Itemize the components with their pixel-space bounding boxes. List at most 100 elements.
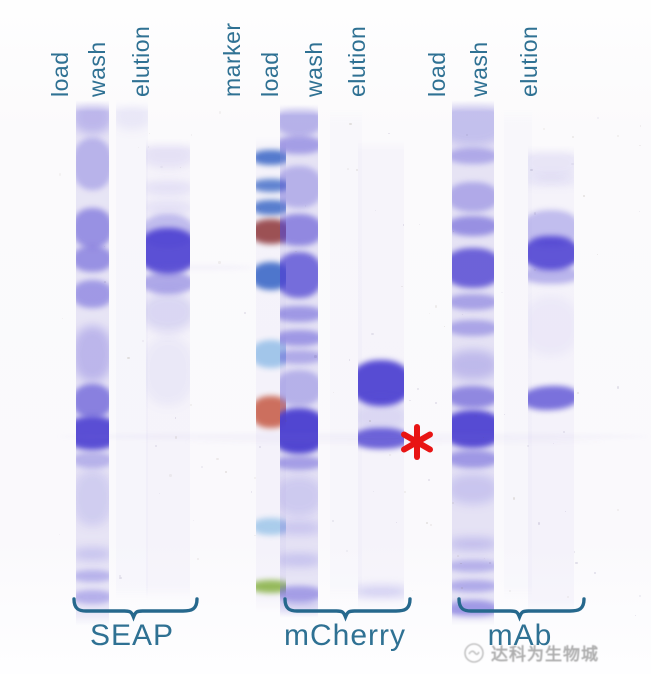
speck: [411, 590, 413, 592]
band: [275, 330, 323, 346]
band: [275, 522, 323, 534]
band: [275, 370, 323, 406]
speck: [355, 168, 359, 172]
band: [72, 138, 113, 190]
speck: [169, 474, 172, 477]
speck: [488, 562, 491, 565]
speck: [374, 209, 377, 212]
band: [522, 176, 580, 184]
speck: [533, 268, 537, 272]
band: [72, 570, 113, 582]
band: [441, 410, 505, 448]
band: [275, 306, 323, 322]
group-label-mAb: mAb: [487, 619, 553, 652]
speck: [526, 444, 530, 448]
speck: [244, 311, 247, 315]
speck: [500, 291, 503, 294]
speck: [487, 411, 490, 415]
speck: [180, 166, 182, 168]
band: [275, 106, 323, 136]
speck: [127, 356, 130, 359]
speck: [119, 576, 122, 580]
speck: [452, 230, 455, 232]
speck: [575, 561, 578, 565]
lane-mcherry-elution: [349, 140, 413, 612]
speck: [430, 524, 433, 527]
lane-mcherry-load: [269, 104, 329, 618]
band: [275, 350, 323, 364]
speck: [174, 436, 178, 439]
speck: [254, 534, 256, 537]
speck: [253, 477, 257, 480]
speck: [409, 399, 411, 402]
speck: [388, 132, 390, 135]
speck: [616, 508, 619, 512]
brace-mCherry: [283, 597, 412, 622]
speck: [634, 615, 636, 617]
speck: [639, 211, 641, 213]
band: [72, 384, 113, 418]
gel-streak: [185, 440, 605, 444]
band: [275, 456, 323, 470]
speck: [308, 256, 311, 259]
speck: [174, 417, 177, 419]
lane-seap-elution: [136, 138, 200, 600]
speck: [346, 549, 349, 553]
band: [252, 518, 290, 535]
band: [275, 166, 323, 208]
band: [252, 150, 290, 165]
band: [446, 474, 500, 504]
band: [72, 326, 113, 382]
speck: [58, 173, 62, 176]
band: [140, 292, 196, 332]
group-label-mCherry: mCherry: [283, 619, 407, 652]
speck: [503, 413, 505, 415]
speck: [192, 519, 194, 521]
speck: [402, 224, 404, 226]
band: [352, 428, 410, 449]
speck: [639, 125, 642, 127]
speck: [371, 332, 374, 335]
speck: [457, 555, 459, 557]
speck: [218, 261, 221, 264]
speck: [566, 595, 570, 599]
lane-seap-wash: [112, 100, 152, 600]
speck: [571, 136, 574, 139]
speck: [332, 392, 334, 394]
speck: [219, 111, 222, 114]
speck: [616, 386, 619, 389]
speck: [639, 144, 642, 147]
speck: [369, 420, 371, 422]
speck: [537, 522, 540, 525]
speck: [593, 571, 596, 575]
band: [349, 360, 413, 406]
band: [136, 228, 200, 274]
speck: [372, 490, 375, 493]
speck: [418, 224, 420, 226]
speck: [189, 403, 192, 406]
speck: [259, 208, 262, 211]
band: [446, 450, 500, 468]
speck: [530, 168, 533, 172]
band: [72, 590, 113, 604]
lane-mab-elution: [521, 145, 581, 615]
speck: [197, 557, 200, 560]
speck: [404, 490, 407, 493]
band: [521, 384, 581, 412]
band: [140, 336, 196, 406]
speck: [434, 401, 437, 404]
speck: [388, 453, 392, 457]
speck: [583, 194, 586, 197]
band: [72, 280, 113, 308]
speck: [461, 587, 463, 589]
speck: [576, 392, 579, 394]
speck: [104, 281, 106, 284]
speck: [483, 557, 486, 560]
band: [522, 148, 580, 178]
speck: [58, 533, 60, 535]
band: [275, 252, 323, 298]
band: [443, 248, 503, 288]
speck: [434, 305, 438, 308]
speck: [347, 168, 349, 171]
